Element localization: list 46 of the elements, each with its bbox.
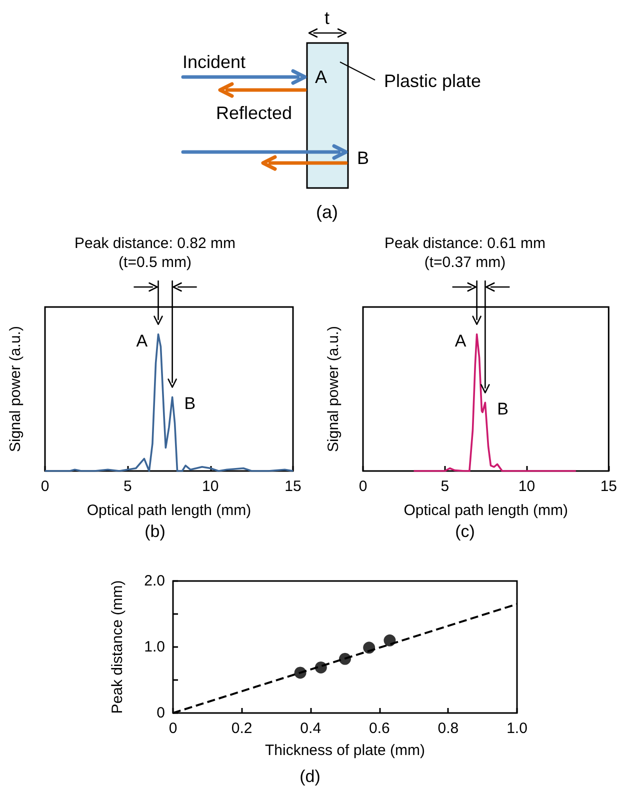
y-tick-label: 1.0	[144, 638, 165, 656]
x-tick-label: 15	[284, 478, 302, 495]
x-tick-label: 0.6	[368, 720, 390, 737]
y-axis-title: Signal power (a.u.)	[7, 326, 24, 452]
x-tick-label: 5	[440, 478, 450, 495]
y-tick-label: 2.0	[144, 572, 165, 590]
x-tick-label: 15	[600, 478, 617, 495]
x-tick-label: 0.4	[300, 720, 322, 737]
annotation: A	[454, 331, 467, 350]
x-axis-title: Optical path length (mm)	[86, 502, 252, 519]
text: (d)	[300, 767, 320, 786]
y-axis-title: Signal power (a.u.)	[325, 326, 342, 452]
text: Incident	[182, 52, 246, 72]
y-axis-title: Peak distance (mm)	[109, 580, 126, 714]
annotation: B	[497, 400, 509, 419]
x-axis-title: Thickness of plate (mm)	[264, 742, 426, 759]
chart-title: Peak distance: 0.61 mm	[384, 235, 546, 252]
point	[339, 652, 351, 665]
x-tick-label: 10	[202, 478, 219, 495]
x-tick-label: 1.0	[506, 720, 528, 737]
annotation: B	[184, 394, 196, 414]
x-tick-label: 5	[123, 478, 132, 495]
point	[384, 634, 396, 646]
x-tick-label: 0.8	[438, 720, 459, 737]
x-tick-label: 0	[40, 478, 50, 495]
point	[314, 661, 327, 674]
text: Reflected	[216, 103, 292, 123]
text: t	[324, 8, 330, 28]
chart-subtitle: (t=0.5 mm)	[118, 254, 192, 271]
text: B	[357, 148, 370, 168]
point	[294, 666, 306, 679]
text: (c)	[455, 522, 475, 541]
chart-title: Peak distance: 0.82 mm	[74, 235, 236, 252]
x-tick-label: 0	[358, 478, 368, 495]
point	[363, 642, 376, 654]
x-tick-label: 0.2	[231, 720, 252, 737]
text: (b)	[144, 522, 166, 541]
chart-subtitle: (t=0.37 mm)	[424, 254, 506, 271]
x-axis-title: Optical path length (mm)	[404, 502, 568, 519]
text: Plastic plate	[384, 71, 482, 91]
x-tick-label: 10	[518, 478, 536, 495]
text: (a)	[316, 202, 338, 222]
text: A	[315, 67, 328, 87]
annotation: A	[136, 331, 148, 350]
y-tick-label: 0	[156, 704, 165, 722]
x-tick-label: 0	[168, 720, 178, 737]
